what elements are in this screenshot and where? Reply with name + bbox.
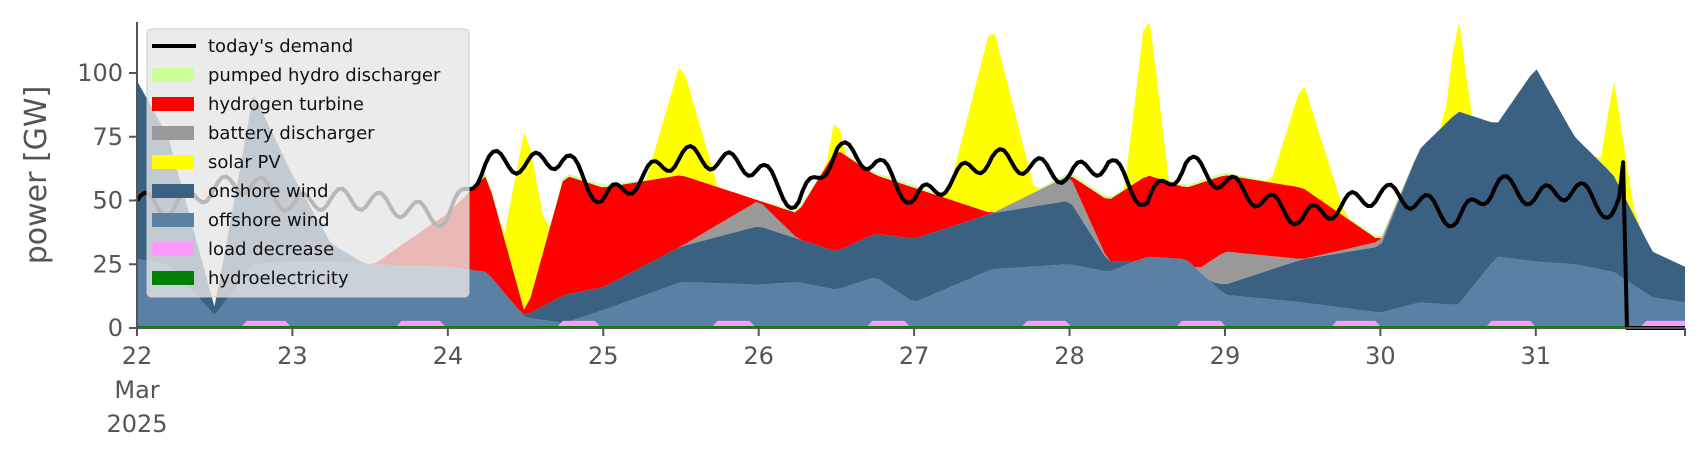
hydrogen-turbine-area [137, 69, 1685, 315]
legend-swatch [152, 155, 194, 169]
solar-pv-area [137, 22, 1685, 310]
x-tick-label: 22 [122, 342, 153, 370]
y-axis-label: power [GW] [19, 86, 54, 265]
x-tick-sublabel: 2025 [106, 410, 167, 438]
legend-swatch [152, 242, 194, 256]
x-tick-sublabel: Mar [114, 376, 159, 404]
x-ticks: 22 Mar 2025 23 24 25 26 27 28 29 30 31 [106, 328, 1686, 438]
legend-swatch [152, 271, 194, 285]
x-tick-label: 23 [277, 342, 308, 370]
legend-label: offshore wind [208, 210, 330, 231]
legend-swatch [152, 68, 194, 82]
offshore-wind-area [137, 256, 1685, 328]
x-tick-label: 31 [1521, 342, 1552, 370]
y-tick-label: 25 [92, 250, 123, 278]
y-tick-label: 100 [77, 59, 123, 87]
x-tick-label: 24 [433, 342, 464, 370]
legend-label: solar PV [208, 152, 281, 173]
legend: today's demand pumped hydro discharger hyd… [146, 28, 470, 298]
y-ticks: 0 25 50 75 100 [77, 59, 137, 342]
legend-label: onshore wind [208, 181, 329, 202]
legend-label: hydroelectricity [208, 268, 349, 289]
y-tick-label: 75 [92, 123, 123, 151]
legend-swatch [152, 184, 194, 198]
legend-label: pumped hydro discharger [208, 65, 441, 86]
legend-box [146, 28, 470, 298]
legend-label: hydrogen turbine [208, 94, 364, 115]
y-tick-label: 50 [92, 187, 123, 215]
x-tick-label: 26 [743, 342, 774, 370]
legend-swatch [152, 126, 194, 140]
x-tick-label: 25 [588, 342, 619, 370]
legend-label: load decrease [208, 239, 334, 260]
y-tick-label: 0 [108, 314, 123, 342]
legend-label: today's demand [208, 36, 353, 57]
legend-label: battery discharger [208, 123, 375, 144]
x-tick-label: 30 [1365, 342, 1396, 370]
onshore-wind-area [137, 69, 1685, 323]
x-tick-label: 28 [1054, 342, 1085, 370]
x-tick-label: 29 [1210, 342, 1241, 370]
legend-swatch [152, 97, 194, 111]
x-tick-label: 27 [899, 342, 930, 370]
legend-swatch [152, 213, 194, 227]
